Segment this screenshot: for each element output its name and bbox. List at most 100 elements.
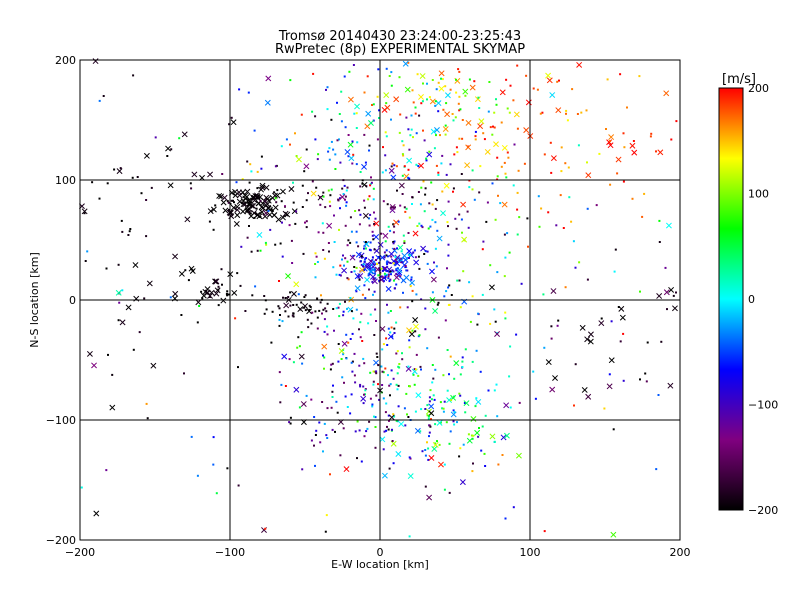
data-point	[436, 229, 439, 232]
data-point	[409, 385, 411, 388]
data-point	[491, 182, 494, 185]
data-point	[373, 223, 376, 225]
data-point	[387, 327, 390, 330]
data-point-x	[265, 75, 272, 82]
data-point	[436, 440, 438, 443]
data-point	[443, 295, 446, 298]
data-point	[383, 430, 386, 433]
data-point	[424, 193, 427, 196]
data-point-x	[395, 451, 402, 457]
data-point	[407, 253, 410, 256]
data-point	[384, 367, 387, 370]
data-point	[456, 151, 459, 154]
data-point-x	[296, 156, 302, 163]
data-point	[459, 108, 462, 111]
data-point-x	[146, 280, 153, 287]
data-point-x	[387, 333, 394, 340]
data-point	[382, 200, 385, 203]
data-point	[321, 222, 324, 225]
data-point	[571, 88, 574, 91]
data-point	[121, 289, 124, 292]
data-point	[196, 474, 199, 477]
data-point	[344, 126, 347, 129]
data-point	[329, 194, 332, 197]
data-point	[378, 117, 380, 119]
data-point	[353, 352, 356, 355]
data-point	[467, 433, 470, 436]
data-point-x	[373, 234, 380, 240]
data-point	[675, 291, 677, 294]
data-point	[364, 389, 367, 392]
data-point	[365, 247, 367, 250]
data-point	[346, 277, 349, 280]
data-point	[370, 260, 373, 262]
data-point	[289, 143, 291, 146]
data-point	[428, 431, 431, 434]
data-point	[393, 327, 396, 330]
data-point-x	[132, 262, 139, 268]
colorbar	[718, 87, 744, 511]
data-point	[461, 356, 464, 359]
data-point	[536, 88, 539, 91]
data-point	[349, 241, 352, 244]
data-point	[435, 265, 438, 268]
data-point	[310, 398, 313, 401]
data-point	[363, 284, 366, 287]
data-point	[369, 241, 372, 244]
data-point	[508, 111, 511, 114]
data-point	[418, 114, 421, 117]
data-point	[329, 473, 331, 476]
data-point-x	[207, 171, 214, 178]
data-point	[475, 349, 478, 352]
data-point	[387, 414, 390, 417]
data-point	[201, 297, 204, 300]
data-point	[154, 136, 157, 139]
data-point	[495, 103, 498, 106]
data-point	[255, 207, 258, 210]
data-point	[296, 346, 299, 349]
data-point	[369, 184, 372, 187]
data-point	[393, 240, 396, 243]
data-point	[506, 232, 509, 235]
data-point	[539, 112, 542, 115]
data-point	[326, 86, 329, 89]
data-point	[447, 254, 450, 257]
data-point-x	[265, 205, 272, 212]
data-point	[363, 91, 366, 94]
data-point-x	[189, 268, 196, 275]
data-point	[513, 143, 516, 146]
data-point	[485, 220, 488, 223]
data-point	[457, 68, 460, 71]
data-point	[406, 306, 409, 309]
data-point-x	[428, 410, 435, 417]
data-point	[364, 161, 367, 164]
data-point	[477, 435, 480, 438]
data-point	[507, 156, 510, 159]
data-point	[358, 429, 361, 432]
data-point-x	[291, 208, 298, 215]
data-point	[441, 407, 444, 410]
data-point	[467, 226, 470, 229]
data-point	[359, 171, 362, 173]
data-point	[330, 140, 333, 143]
data-point	[462, 270, 465, 273]
data-point	[373, 248, 376, 251]
data-point	[560, 170, 563, 173]
data-point	[345, 357, 348, 360]
data-point	[430, 181, 433, 184]
data-point	[384, 274, 387, 277]
data-point	[292, 201, 295, 204]
colorbar-tick-label: −100	[748, 399, 778, 412]
data-point	[120, 219, 123, 222]
data-point	[364, 258, 366, 261]
data-point	[549, 141, 552, 144]
data-point	[326, 407, 329, 410]
data-point	[226, 294, 229, 297]
data-point-x	[406, 327, 413, 334]
data-point	[532, 370, 535, 373]
data-point	[244, 208, 247, 211]
data-point	[376, 262, 378, 265]
data-point	[344, 300, 346, 303]
data-point	[349, 412, 352, 415]
data-point	[338, 273, 341, 276]
